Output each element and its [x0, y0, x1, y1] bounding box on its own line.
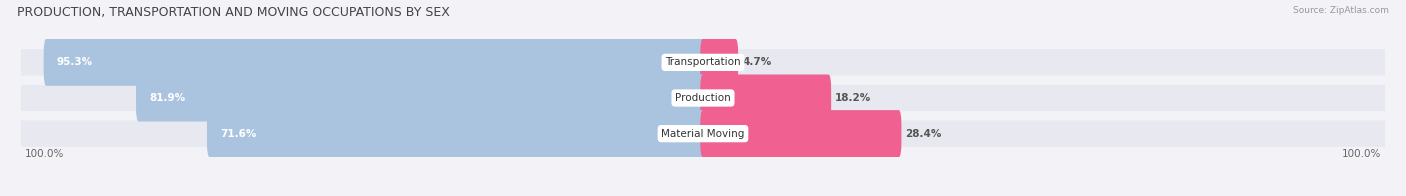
Text: 28.4%: 28.4% [905, 129, 942, 139]
FancyBboxPatch shape [21, 121, 1385, 147]
FancyBboxPatch shape [700, 39, 738, 86]
Text: 100.0%: 100.0% [24, 149, 63, 159]
FancyBboxPatch shape [136, 74, 706, 122]
Text: 18.2%: 18.2% [835, 93, 872, 103]
Text: 71.6%: 71.6% [221, 129, 256, 139]
FancyBboxPatch shape [700, 74, 831, 122]
Text: 4.7%: 4.7% [742, 57, 772, 67]
Text: Source: ZipAtlas.com: Source: ZipAtlas.com [1294, 6, 1389, 15]
FancyBboxPatch shape [700, 110, 901, 157]
FancyBboxPatch shape [44, 39, 706, 86]
Text: Production: Production [675, 93, 731, 103]
Text: 100.0%: 100.0% [1343, 149, 1382, 159]
Text: PRODUCTION, TRANSPORTATION AND MOVING OCCUPATIONS BY SEX: PRODUCTION, TRANSPORTATION AND MOVING OC… [17, 6, 450, 19]
FancyBboxPatch shape [21, 49, 1385, 75]
Text: 81.9%: 81.9% [149, 93, 186, 103]
FancyBboxPatch shape [21, 85, 1385, 111]
Text: Transportation: Transportation [665, 57, 741, 67]
Text: 95.3%: 95.3% [56, 57, 93, 67]
FancyBboxPatch shape [207, 110, 706, 157]
Text: Material Moving: Material Moving [661, 129, 745, 139]
